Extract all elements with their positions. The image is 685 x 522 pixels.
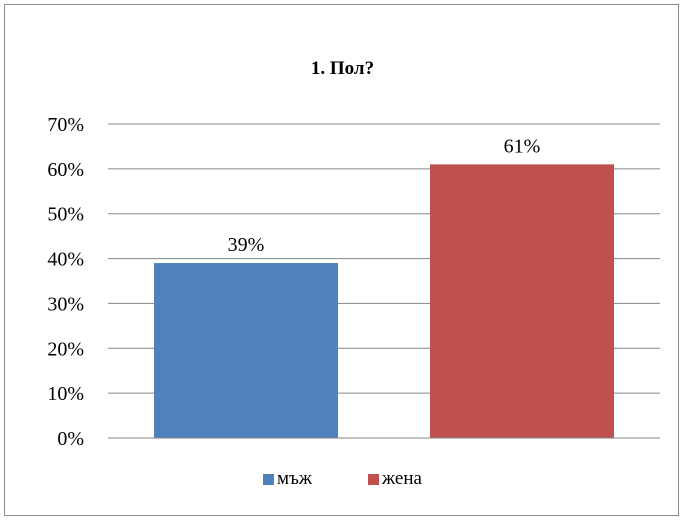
bar-1 <box>430 164 614 438</box>
bar-0 <box>154 263 338 438</box>
chart-legend: мъж жена <box>0 468 685 490</box>
y-tick-label-30: 30% <box>47 293 84 315</box>
y-tick-label-40: 40% <box>47 249 84 271</box>
legend-label-male: мъж <box>277 468 313 489</box>
legend-item-female: жена <box>368 468 422 490</box>
legend-swatch-female <box>368 473 380 485</box>
y-tick-label-70: 70% <box>47 114 84 136</box>
data-label-1: 61% <box>504 135 541 157</box>
y-tick-label-10: 10% <box>47 383 84 405</box>
y-tick-label-20: 20% <box>47 338 84 360</box>
legend-item-male: мъж <box>263 468 312 490</box>
y-tick-label-60: 60% <box>47 159 84 181</box>
y-tick-label-0: 0% <box>57 428 84 450</box>
legend-label-female: жена <box>382 468 422 489</box>
legend-swatch-male <box>263 473 275 485</box>
data-label-0: 39% <box>228 234 265 256</box>
chart-title: 1. Пол? <box>310 58 375 79</box>
y-tick-label-50: 50% <box>47 204 84 226</box>
